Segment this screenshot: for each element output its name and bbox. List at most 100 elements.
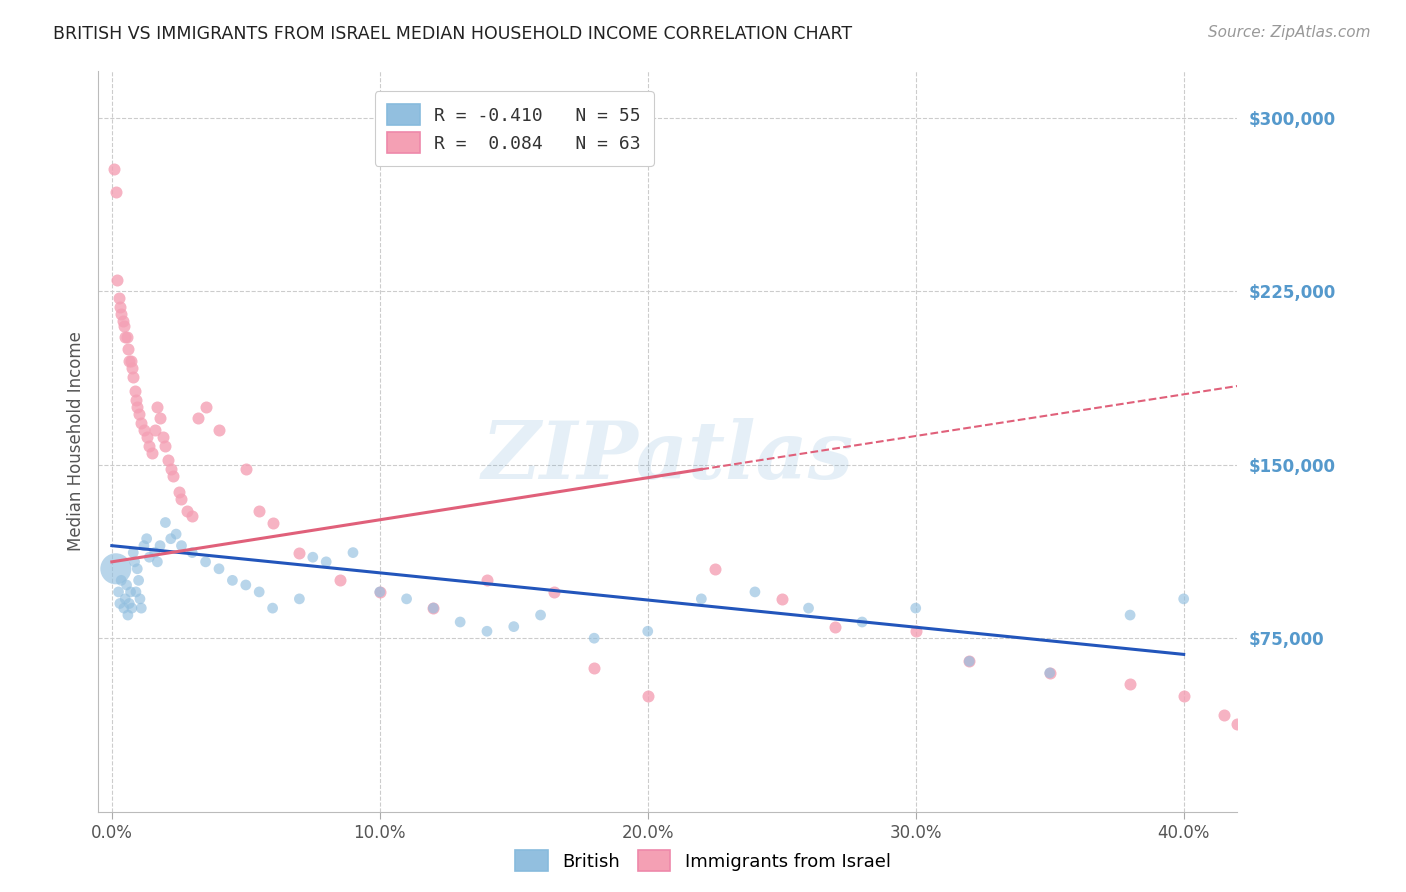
Point (235, 578, 257, 592)
Point (114, 591, 136, 606)
Point (187, 411, 209, 425)
Point (105, 272, 128, 286)
Point (132, 539, 155, 553)
Point (127, 562, 149, 576)
Point (121, 360, 143, 375)
Point (744, 585, 766, 599)
Point (143, 545, 166, 560)
Point (124, 384, 146, 398)
Point (152, 430, 174, 444)
Point (1306, 747, 1329, 761)
Point (1279, 739, 1302, 754)
Point (118, 353, 141, 368)
Point (149, 411, 172, 425)
Point (108, 301, 131, 315)
Point (904, 624, 927, 639)
Point (155, 516, 177, 530)
Point (103, 161, 125, 176)
Point (167, 485, 190, 500)
Point (110, 574, 132, 588)
Point (208, 423, 231, 437)
Point (288, 545, 311, 560)
Point (115, 578, 138, 592)
Point (1039, 665, 1062, 680)
Point (904, 601, 927, 615)
Point (957, 654, 980, 668)
Point (329, 574, 352, 588)
Point (475, 624, 498, 639)
Point (104, 185, 127, 199)
Point (108, 597, 131, 611)
Point (110, 307, 132, 321)
Point (159, 462, 181, 476)
Point (1173, 591, 1195, 606)
Point (125, 392, 148, 407)
Point (112, 318, 135, 333)
Point (104, 562, 127, 576)
Point (129, 591, 152, 606)
Point (176, 504, 198, 518)
Point (125, 585, 148, 599)
Point (128, 574, 150, 588)
Point (1173, 689, 1195, 703)
Point (637, 624, 659, 639)
Point (247, 504, 270, 518)
Point (162, 469, 184, 483)
Point (1212, 707, 1234, 722)
Point (181, 508, 204, 523)
Point (247, 585, 270, 599)
Point (124, 555, 146, 569)
Y-axis label: Median Household Income: Median Household Income (66, 332, 84, 551)
Point (288, 591, 311, 606)
Point (170, 492, 193, 507)
Point (117, 342, 139, 356)
Point (797, 601, 820, 615)
Point (128, 407, 150, 421)
Point (120, 585, 142, 599)
Point (143, 423, 166, 437)
Point (159, 532, 181, 546)
Point (114, 330, 136, 344)
Point (368, 585, 391, 599)
Point (117, 608, 139, 623)
Point (1119, 608, 1142, 623)
Point (449, 615, 471, 629)
Point (122, 369, 145, 384)
Point (637, 689, 659, 703)
Point (132, 423, 155, 437)
Point (194, 555, 217, 569)
Point (690, 591, 713, 606)
Point (141, 446, 163, 460)
Point (395, 591, 418, 606)
Point (1039, 665, 1062, 680)
Point (146, 400, 169, 414)
Point (262, 516, 284, 530)
Point (957, 654, 980, 668)
Point (155, 439, 177, 453)
Point (824, 619, 846, 633)
Point (107, 585, 129, 599)
Point (235, 462, 257, 476)
Point (1253, 731, 1275, 745)
Point (1226, 716, 1249, 731)
Point (121, 601, 143, 615)
Point (583, 661, 606, 675)
Point (1119, 677, 1142, 691)
Point (262, 601, 284, 615)
Point (422, 601, 444, 615)
Text: ZIPatlas: ZIPatlas (482, 417, 853, 495)
Point (583, 631, 606, 645)
Point (301, 550, 323, 565)
Point (165, 527, 187, 541)
Text: BRITISH VS IMMIGRANTS FROM ISRAEL MEDIAN HOUSEHOLD INCOME CORRELATION CHART: BRITISH VS IMMIGRANTS FROM ISRAEL MEDIAN… (53, 25, 852, 43)
Point (422, 601, 444, 615)
Point (129, 601, 152, 615)
Point (342, 545, 364, 560)
Point (194, 400, 217, 414)
Point (111, 314, 134, 328)
Point (181, 545, 204, 560)
Point (149, 539, 172, 553)
Point (502, 619, 524, 633)
Legend: R = -0.410   N = 55, R =  0.084   N = 63: R = -0.410 N = 55, R = 0.084 N = 63 (374, 92, 654, 166)
Point (475, 574, 498, 588)
